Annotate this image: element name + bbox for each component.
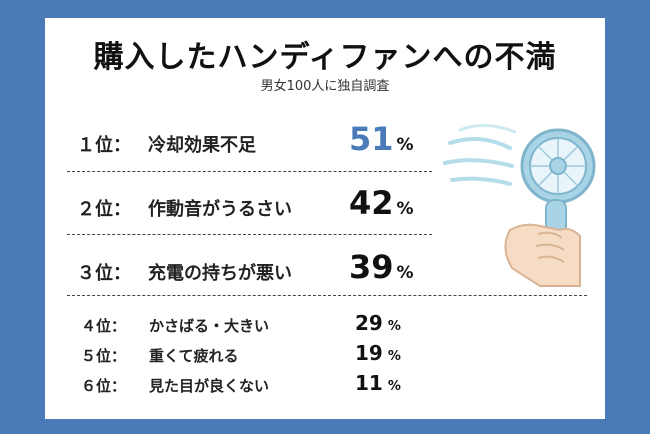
percent-unit: % [396, 263, 414, 283]
complaint-label: 作動音がうるさい [148, 199, 292, 220]
rank-label: ３位： [77, 263, 131, 284]
complaint-label: 冷却効果不足 [148, 135, 256, 156]
percentage-number: 42 [349, 184, 394, 222]
complaint-label: かさばる・大きい [149, 317, 270, 335]
percentage-value: 51% [349, 120, 414, 158]
hand-holding-fan-icon [443, 124, 596, 287]
percentage-value: 19% [355, 341, 401, 365]
divider [67, 295, 587, 296]
percent-unit: % [387, 319, 401, 334]
page-subtitle: 男女100人に独自調査 [260, 79, 390, 94]
divider [67, 234, 432, 235]
percentage-value: 11% [355, 371, 401, 395]
percentage-value: 29% [355, 311, 401, 335]
rank-label: ６位： [81, 377, 127, 395]
complaint-label: 充電の持ちが悪い [148, 263, 292, 284]
rank-label: ２位： [77, 199, 131, 220]
survey-card: 購入したハンディファンへの不満 男女100人に独自調査 １位： 冷却効果不足 5… [45, 18, 605, 419]
rank-label: ５位： [81, 347, 127, 365]
percent-unit: % [396, 199, 414, 219]
complaint-label: 重くて疲れる [149, 347, 239, 365]
percentage-value: 42% [349, 184, 414, 222]
complaint-label: 見た目が良くない [149, 377, 270, 395]
rank-label: １位： [77, 135, 131, 156]
divider [67, 171, 432, 172]
percentage-number: 51 [349, 120, 394, 158]
percentage-number: 39 [349, 248, 394, 286]
percent-unit: % [396, 135, 414, 155]
percent-unit: % [387, 379, 401, 394]
rank-label: ４位： [81, 317, 127, 335]
percentage-number: 11 [355, 371, 383, 395]
page-title: 購入したハンディファンへの不満 [93, 40, 557, 75]
percentage-number: 29 [355, 311, 383, 335]
percentage-number: 19 [355, 341, 383, 365]
percent-unit: % [387, 349, 401, 364]
percentage-value: 39% [349, 248, 414, 286]
